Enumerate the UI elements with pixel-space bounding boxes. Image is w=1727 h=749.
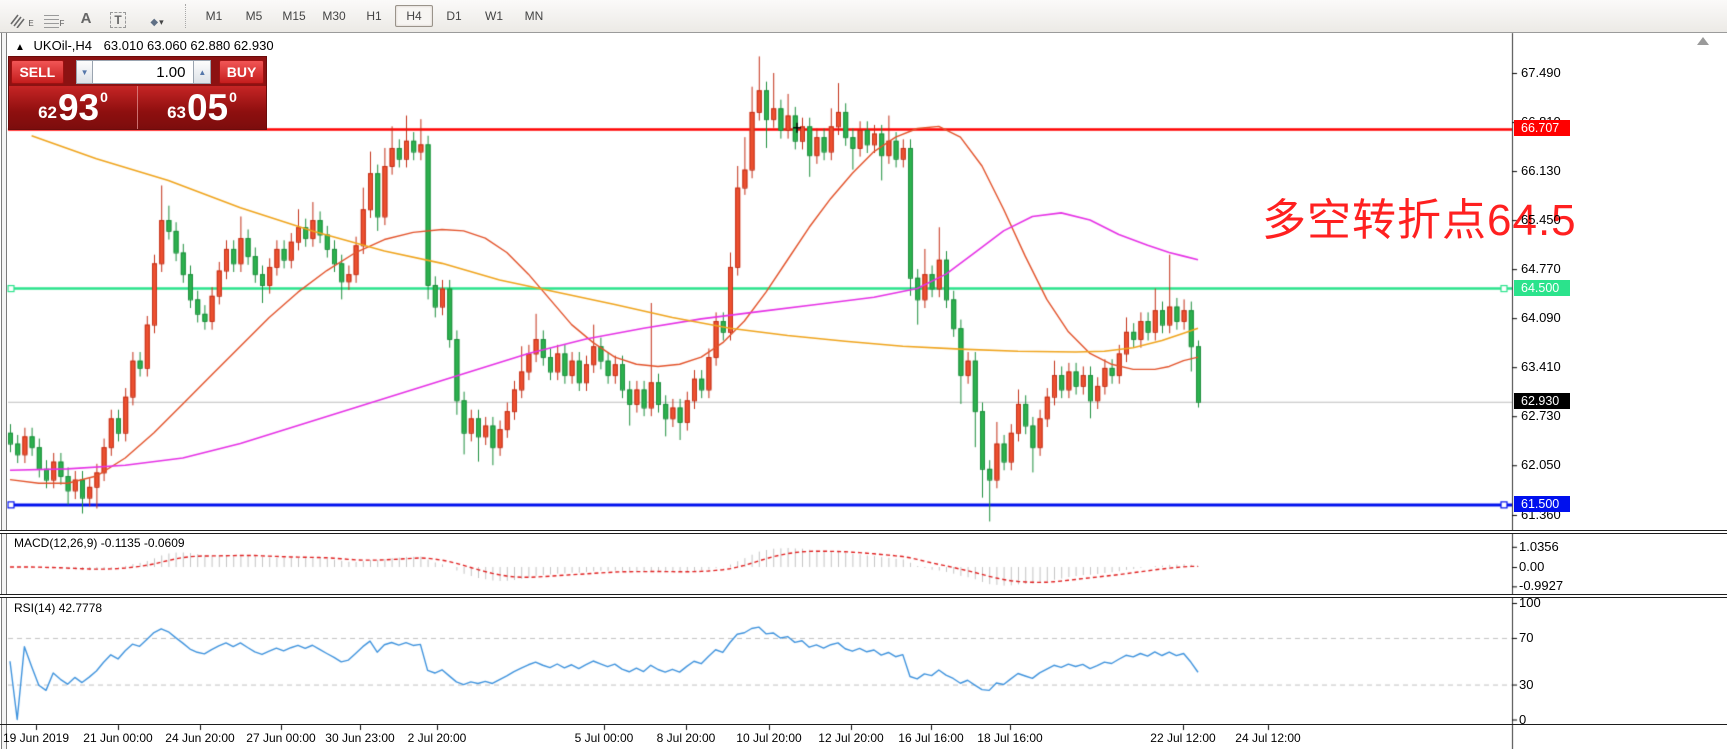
macd-values: -0.1135 -0.0609 [100,536,185,550]
price-axis-label: 66.130 [1521,163,1561,179]
buy-price-big: 05 [186,86,229,128]
timeframe-button-h1[interactable]: H1 [366,9,382,23]
chart-title: ▲ UKOil-,H4 63.010 63.060 62.880 62.930 [15,38,274,53]
date-axis-label: 24 Jul 12:00 [1235,731,1301,745]
caret-down-icon: ▼ [80,67,89,77]
volume-increase-button[interactable]: ▲ [193,60,212,84]
macd-axis-label: -0.9927 [1519,578,1564,594]
date-axis-label: 24 Jun 20:00 [165,731,235,745]
sell-price-display[interactable]: 62 93 0 [9,86,137,129]
timeframe-button-m1[interactable]: M1 [205,9,223,23]
scroll-marker-icon[interactable] [1697,37,1709,45]
timeframe-button-m5[interactable]: M5 [245,9,263,23]
timeframe-toolbar: M1 M5 M15 M30 H1 H4 D1 W1 MN [194,5,554,27]
icon-sub-label: E [28,19,34,28]
buy-price-sup: 0 [229,89,237,105]
trade-controls-row: SELL ▼ ▲ BUY [9,57,266,86]
date-axis-label: 2 Jul 20:00 [407,731,467,745]
price-axis-label: 64.090 [1521,310,1561,326]
sell-price-sup: 0 [100,89,108,105]
price-axis-label: 62.050 [1521,457,1561,473]
timeframe-button-m30[interactable]: M30 [322,9,346,23]
price-axis-label: 64.770 [1521,261,1561,277]
date-axis-label: 10 Jul 20:00 [736,731,802,745]
timeframe-button-h4[interactable]: H4 [395,5,433,27]
date-axis-label: 16 Jul 16:00 [898,731,964,745]
current-price-label: 62.930 [1514,392,1570,409]
volume-decrease-button[interactable]: ▼ [75,60,94,84]
window-left-frame [1,33,7,749]
one-click-trading-panel: SELL ▼ ▲ BUY 62 93 0 63 05 0 [8,56,267,130]
macd-axis-label: 1.0356 [1519,538,1559,554]
rsi-axis-label: 30 [1519,676,1534,692]
timeframe-button-m15[interactable]: M15 [282,9,306,23]
panel-splitter[interactable] [0,594,1727,598]
trade-prices-row: 62 93 0 63 05 0 [9,86,266,129]
date-axis-label: 21 Jun 00:00 [83,731,153,745]
sell-button[interactable]: SELL [11,60,64,84]
price-divider [137,86,138,129]
rsi-axis-label: 70 [1519,629,1534,645]
rsi-axis-label: 100 [1519,595,1541,610]
text-label-icon[interactable]: A [80,10,92,27]
symbol-timeframe-label: UKOil-,H4 [33,38,93,53]
sell-price-small: 62 [38,103,57,122]
volume-input[interactable] [93,60,194,84]
date-axis-label: 8 Jul 20:00 [656,731,716,745]
date-axis-label: 30 Jun 23:00 [325,731,395,745]
price-axis-label: 62.730 [1521,408,1561,424]
caret-up-icon: ▲ [198,67,207,77]
arrows-icon[interactable]: ◆ ▾ [150,17,164,28]
date-axis-label: 12 Jul 20:00 [818,731,884,745]
date-axis-label: 22 Jul 12:00 [1150,731,1216,745]
date-axis-label: 18 Jul 16:00 [977,731,1043,745]
level-price-label: 64.500 [1514,279,1570,296]
price-axis-label: 67.490 [1521,65,1561,80]
fibonacci-icon[interactable]: F [41,4,67,28]
date-axis-label: 5 Jul 00:00 [574,731,634,745]
toolbar-separator [185,4,186,28]
buy-price-display[interactable]: 63 05 0 [138,86,266,129]
ohlc-quote-label: 63.010 63.060 62.880 62.930 [103,38,274,53]
annotation-text[interactable]: 多空转折点64.5 [1262,196,1577,245]
macd-label: MACD(12,26,9) -0.1135 -0.0609 [14,536,185,550]
text-icon[interactable]: T [105,4,131,28]
date-axis-label: 27 Jun 00:00 [246,731,316,745]
date-axis-border [0,724,1727,725]
rsi-value: 42.7778 [58,601,103,615]
level-price-label: 66.707 [1514,120,1570,137]
sell-price-big: 93 [57,86,100,128]
price-axis-label: 65.450 [1521,212,1561,228]
timeframe-button-mn[interactable]: MN [524,9,544,23]
rsi-axis-label: 0 [1519,711,1527,727]
chevron-down-icon: ▾ [159,17,164,27]
date-axis-label: 19 Jun 2019 [2,731,70,745]
timeframe-button-d1[interactable]: D1 [446,9,462,23]
buy-button[interactable]: BUY [219,60,264,84]
macd-axis-label: 0.00 [1519,559,1545,574]
buy-price-small: 63 [167,103,186,122]
toolbar: E F A T ◆ ▾ M1 M5 M15 M30 H1 H4 D1 W1 MN [0,0,1727,33]
collapse-panel-icon[interactable]: ▲ [15,42,25,53]
timeframe-button-w1[interactable]: W1 [485,9,503,23]
rsi-label: RSI(14) 42.7778 [14,601,103,615]
price-axis-label: 63.410 [1521,359,1561,375]
equidistant-channel-icon[interactable]: E [9,4,35,28]
icon-sub-label: F [59,19,65,28]
level-price-label: 61.500 [1514,495,1570,512]
panel-splitter[interactable] [0,530,1727,534]
